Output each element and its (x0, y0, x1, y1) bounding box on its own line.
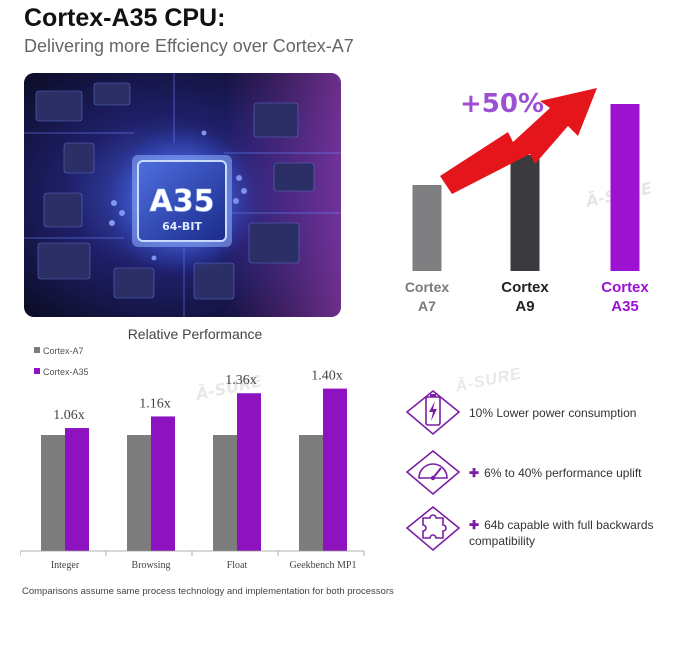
category-label: Cortex (601, 279, 649, 296)
chart-title: Relative Performance (128, 326, 263, 342)
footnote: Comparisons assume same process technolo… (22, 586, 394, 597)
data-label: 1.06x (53, 408, 85, 423)
data-label: 1.40x (311, 369, 343, 384)
data-label: 1.16x (139, 396, 171, 411)
page-subtitle: Delivering more Effciency over Cortex-A7 (24, 36, 354, 56)
category-label: A7 (418, 298, 436, 314)
category-label: Integer (51, 560, 80, 571)
chip-sublabel: 64-BIT (162, 220, 202, 233)
relative-performance-chart: Relative Performance Cortex-A7 Cortex-A3… (19, 320, 370, 582)
growth-arrow-icon (440, 88, 597, 194)
speedometer-icon (405, 449, 461, 496)
category-label: A9 (515, 298, 534, 315)
feature-item-power: 10% Lower power consumption (405, 388, 695, 438)
category-label: Cortex (501, 279, 549, 296)
bar-cortex-a9 (510, 155, 540, 271)
bar-a35-geekbench-mp1 (323, 388, 347, 551)
chip-label: A35 (150, 184, 215, 219)
feature-text-compatibility: ✚ 64b capable with full backwards compati… (469, 518, 654, 548)
bar-a7-float (213, 435, 237, 551)
feature-item-performance: ✚ 6% to 40% performance uplift (405, 448, 695, 498)
puzzle-icon (405, 505, 461, 552)
bar-a7-integer (41, 435, 65, 551)
relative-performance-svg: Relative Performance Cortex-A7 Cortex-A3… (19, 326, 365, 571)
feature-list: Ā-SURE 10% Lower power consumption ✚ 6% t… (405, 365, 695, 570)
legend-swatch-a35 (34, 368, 40, 374)
chart-legend: Cortex-A7 Cortex-A35 (34, 346, 89, 377)
page-title: Cortex-A35 CPU: (24, 4, 226, 32)
legend-label-a35: Cortex-A35 (43, 367, 89, 377)
legend-label-a7: Cortex-A7 (43, 346, 84, 356)
category-label: Float (227, 560, 248, 571)
bar-cortex-a7 (412, 185, 442, 271)
bar-a7-geekbench-mp1 (299, 435, 323, 551)
feature-text-performance: ✚ 6% to 40% performance uplift (469, 466, 642, 480)
bar-cortex-a35 (610, 104, 640, 271)
legend-swatch-a7 (34, 347, 40, 353)
feature-item-compatibility: ✚ 64b capable with full backwards compati… (405, 504, 695, 560)
bar-a35-float (237, 393, 261, 551)
feature-text-power: 10% Lower power consumption (469, 406, 637, 420)
chip-illustration: A35 64-BIT (24, 73, 341, 317)
category-label: A35 (611, 298, 639, 315)
battery-icon (405, 389, 461, 436)
data-label: 1.36x (225, 373, 257, 388)
circuit-board-image: A35 64-BIT (24, 73, 341, 317)
uplift-annotation: +50% (460, 89, 544, 119)
bar-a7-browsing (127, 435, 151, 551)
category-label: Cortex (405, 279, 450, 295)
category-label: Geekbench MP1 (290, 560, 357, 571)
bar-a35-browsing (151, 416, 175, 551)
category-label: Browsing (132, 560, 171, 571)
bar-a35-integer (65, 428, 89, 551)
